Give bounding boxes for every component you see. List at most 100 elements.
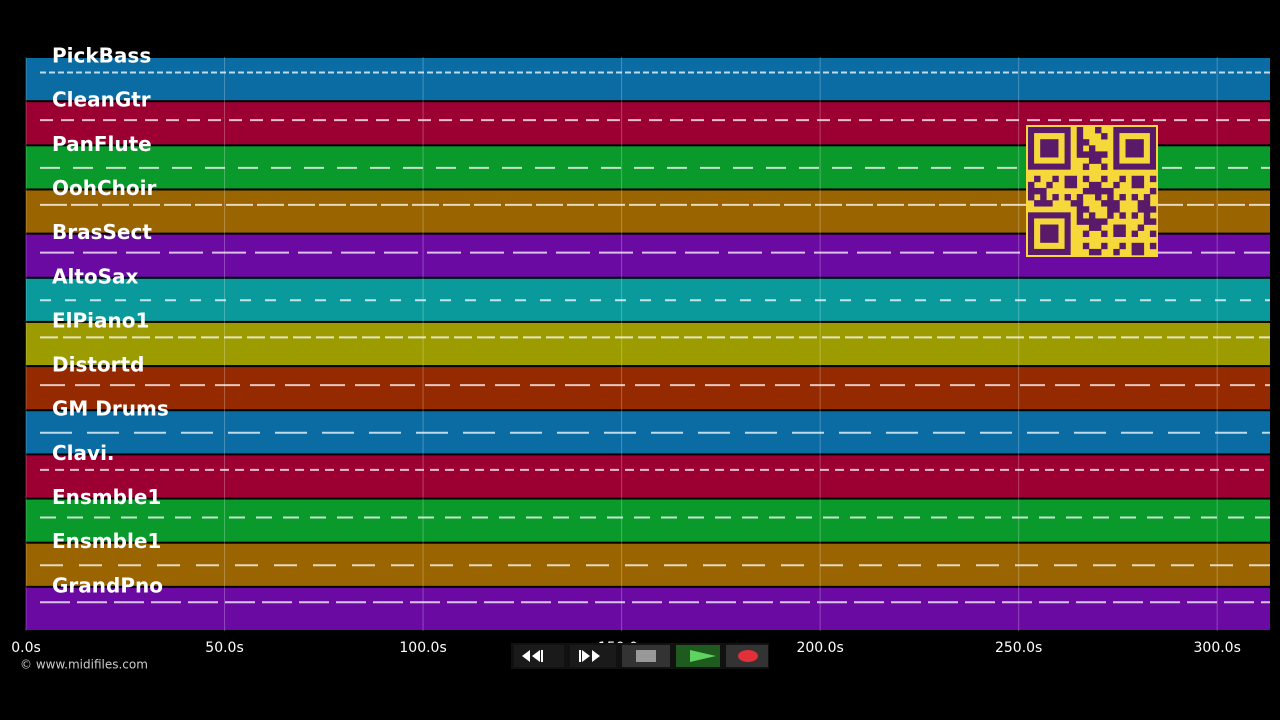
qr-module	[1082, 175, 1090, 183]
qr-module	[1088, 145, 1096, 152]
qr-module	[1088, 248, 1096, 256]
qr-module	[1131, 175, 1139, 183]
qr-finder	[1040, 224, 1059, 243]
forward-button[interactable]	[570, 645, 616, 667]
tick-label: 200.0s	[796, 640, 843, 656]
qr-module	[1046, 200, 1053, 207]
qr-module	[1113, 248, 1120, 256]
qr-module	[1046, 181, 1053, 189]
track-lane	[26, 322, 1270, 366]
qr-module	[1113, 224, 1120, 231]
qr-module	[1149, 206, 1157, 213]
track-name: PickBass	[52, 44, 151, 68]
qr-module	[1082, 218, 1090, 225]
qr-module	[1149, 230, 1157, 238]
track-name: GrandPno	[52, 573, 163, 597]
track-lane	[26, 587, 1270, 630]
qr-module	[1101, 175, 1108, 183]
track-name: AltoSax	[52, 264, 139, 288]
qr-module	[1052, 194, 1059, 201]
qr-module	[1088, 212, 1096, 219]
qr-module	[1119, 175, 1126, 183]
track-lane	[26, 367, 1270, 410]
rewind-button[interactable]	[514, 645, 564, 667]
track-name: ElPiano1	[52, 308, 149, 332]
qr-module	[1040, 194, 1047, 201]
qr-module	[1131, 181, 1139, 189]
track-name: Ensmble1	[52, 485, 161, 509]
qr-module	[1137, 206, 1145, 213]
qr-module	[1137, 200, 1145, 207]
qr-module	[1082, 163, 1090, 170]
qr-module	[1095, 194, 1102, 201]
record-button[interactable]	[726, 645, 768, 667]
qr-module	[1028, 181, 1035, 189]
qr-module	[1082, 242, 1090, 250]
qr-module	[1088, 218, 1096, 225]
qr-module	[1113, 230, 1120, 238]
qr-module	[1076, 200, 1084, 207]
qr-module	[1131, 212, 1139, 219]
track-name: CleanGtr	[52, 88, 151, 112]
qr-module	[1028, 187, 1035, 195]
stop-button[interactable]	[622, 645, 670, 667]
qr-module	[1082, 139, 1090, 146]
qr-module	[1064, 181, 1071, 189]
qr-module	[1040, 200, 1047, 207]
qr-module	[1149, 187, 1157, 195]
qr-module	[1119, 242, 1126, 250]
qr-module	[1095, 181, 1102, 189]
track-lane	[26, 499, 1270, 542]
qr-module	[1095, 218, 1102, 225]
qr-module	[1052, 175, 1059, 183]
qr-module	[1101, 163, 1108, 170]
qr-module	[1107, 194, 1114, 201]
qr-module	[1143, 218, 1151, 225]
qr-module	[1095, 151, 1102, 158]
qr-module	[1119, 230, 1126, 238]
qr-module	[1119, 212, 1126, 219]
qr-module	[1119, 194, 1126, 201]
track-name: Distortd	[52, 353, 144, 377]
qr-module	[1101, 151, 1108, 158]
copyright: © www.midifiles.com	[20, 658, 148, 672]
qr-module	[1101, 187, 1108, 195]
qr-module	[1088, 181, 1096, 189]
qr-module	[1101, 230, 1108, 238]
qr-module	[1088, 157, 1096, 164]
qr-module	[1137, 242, 1145, 250]
qr-module	[1113, 206, 1120, 213]
qr-module	[1137, 224, 1145, 231]
qr-module	[1088, 151, 1096, 158]
qr-module	[1076, 194, 1084, 201]
controls	[511, 643, 769, 669]
qr-module	[1076, 212, 1084, 219]
qr-module	[1034, 187, 1041, 195]
qr-module	[1143, 194, 1151, 201]
track-name: OohChoir	[52, 176, 156, 200]
qr-module	[1113, 181, 1120, 189]
qr-module	[1101, 218, 1108, 225]
qr-module	[1119, 224, 1126, 231]
play-button[interactable]	[676, 645, 720, 667]
qr-module	[1143, 200, 1151, 207]
qr-module	[1076, 151, 1084, 158]
tick-label: 250.0s	[995, 640, 1042, 656]
track-lane	[26, 58, 1270, 101]
qr-module	[1131, 248, 1139, 256]
qr-module	[1149, 218, 1157, 225]
qr-module	[1137, 181, 1145, 189]
qr-finder	[1125, 139, 1144, 158]
qr-module	[1143, 212, 1151, 219]
grid	[25, 57, 1218, 631]
qr-module	[1082, 187, 1090, 195]
qr-module	[1107, 206, 1114, 213]
qr-module	[1076, 139, 1084, 146]
tick-label: 0.0s	[11, 640, 41, 656]
track-lane	[26, 455, 1270, 498]
qr-module	[1070, 181, 1078, 189]
track-name: Clavi.	[52, 441, 115, 465]
qr-module	[1076, 145, 1084, 152]
qr-finder	[1040, 139, 1059, 158]
